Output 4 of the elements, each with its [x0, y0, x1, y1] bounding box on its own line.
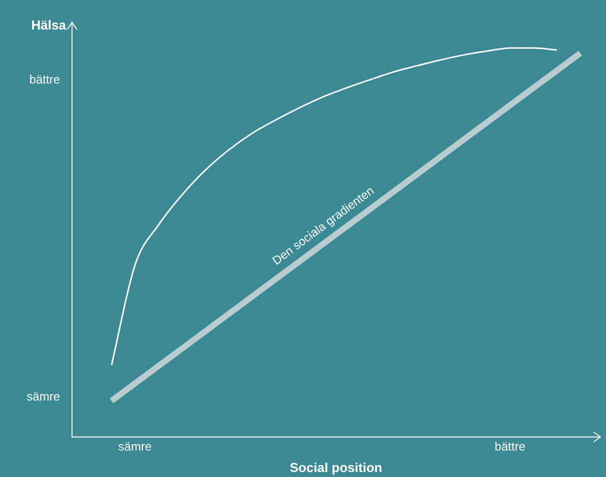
text: bättre — [29, 72, 60, 86]
text: sämre — [26, 389, 60, 404]
x-axis-title: Social position — [290, 460, 382, 476]
y-axis-title: Hälsa — [31, 18, 67, 33]
